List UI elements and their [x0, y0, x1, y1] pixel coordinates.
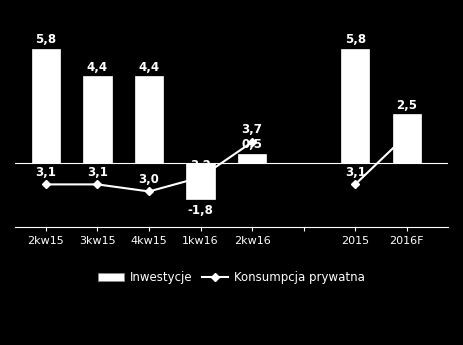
Legend: Inwestycje, Konsumpcja prywatna: Inwestycje, Konsumpcja prywatna: [94, 266, 369, 289]
Text: 5,8: 5,8: [35, 33, 56, 46]
Text: 3,8: 3,8: [396, 116, 417, 129]
Text: 0,5: 0,5: [242, 138, 263, 151]
Text: 4,4: 4,4: [138, 61, 160, 74]
Bar: [135, 76, 163, 164]
Text: 2,5: 2,5: [396, 99, 417, 111]
Text: -1,8: -1,8: [188, 204, 213, 217]
Bar: [83, 76, 112, 164]
Bar: [32, 49, 60, 164]
Bar: [187, 164, 215, 199]
Text: 3,1: 3,1: [36, 166, 56, 179]
Text: 5,8: 5,8: [344, 33, 366, 46]
Text: 3,7: 3,7: [242, 124, 263, 136]
Text: 3,2: 3,2: [190, 159, 211, 172]
Text: 3,1: 3,1: [345, 166, 366, 179]
Bar: [238, 154, 266, 164]
Text: 3,0: 3,0: [138, 173, 159, 186]
Bar: [393, 114, 421, 164]
Bar: [341, 49, 369, 164]
Text: 4,4: 4,4: [87, 61, 108, 74]
Text: 3,1: 3,1: [87, 166, 108, 179]
